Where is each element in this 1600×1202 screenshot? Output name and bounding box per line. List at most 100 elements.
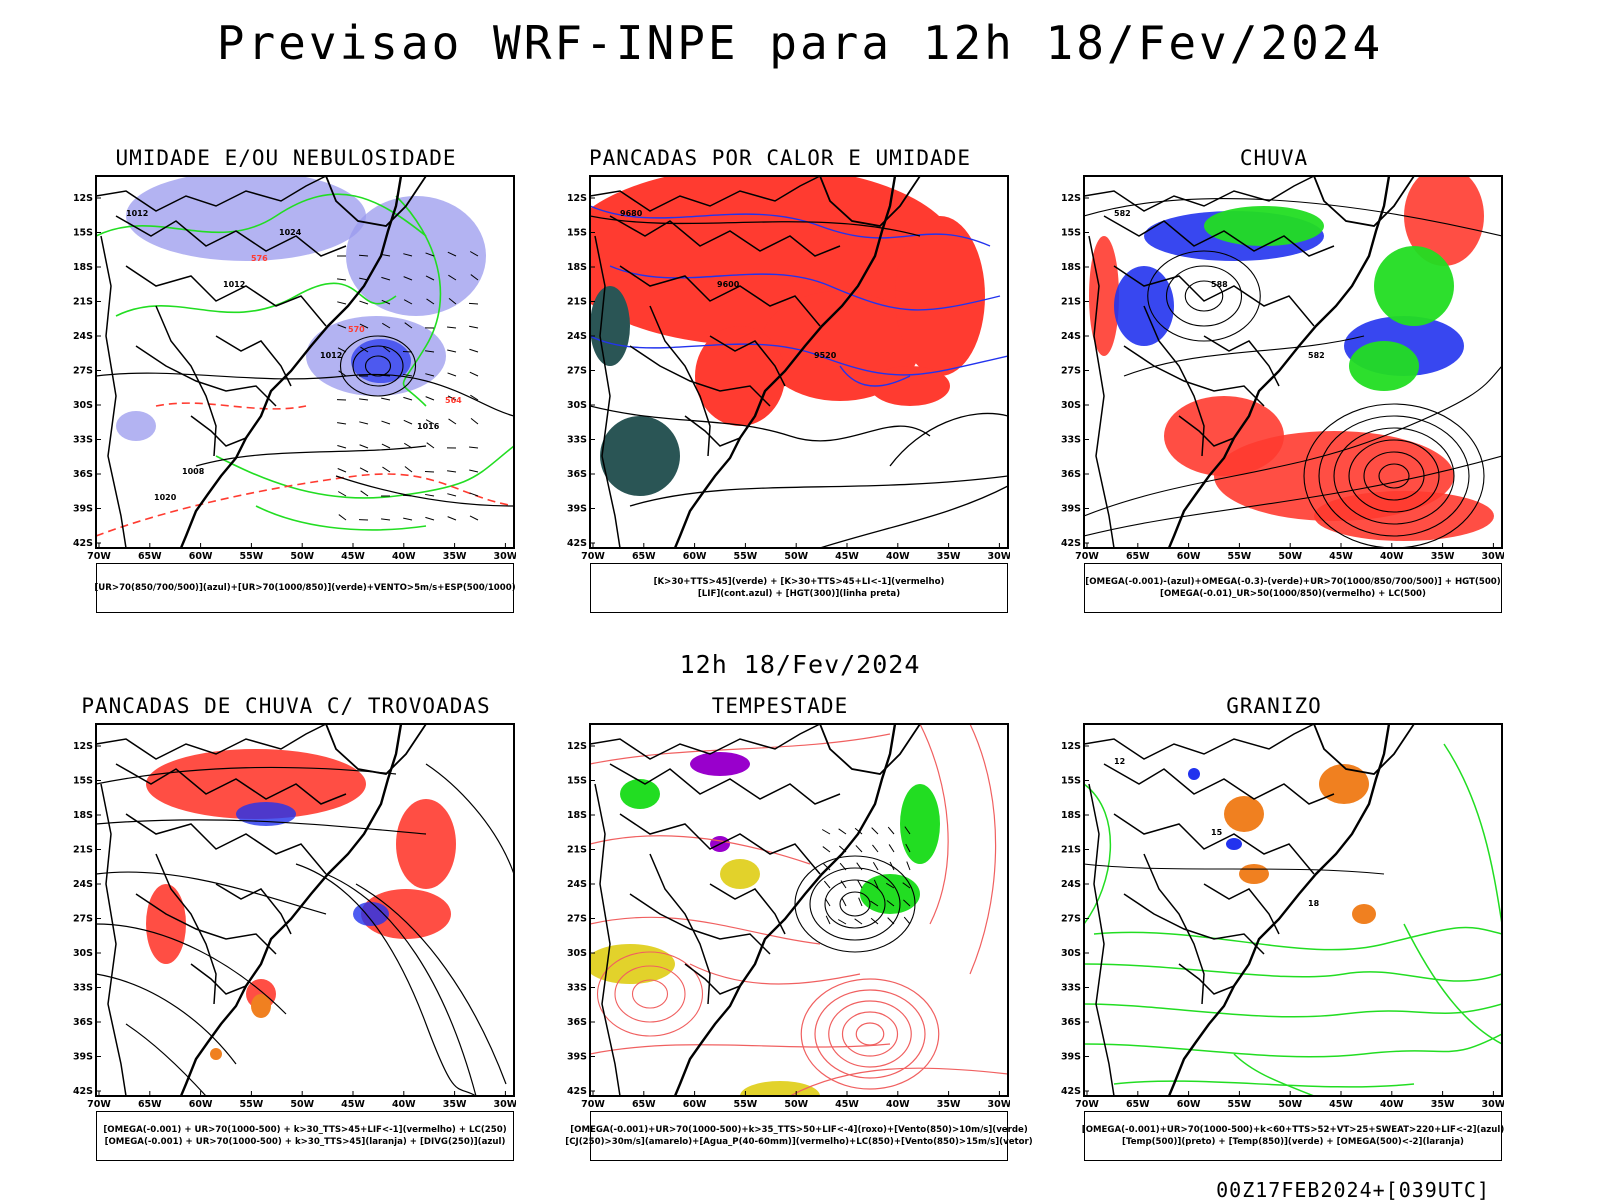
field-patch bbox=[1089, 236, 1119, 356]
contour-label: 570 bbox=[348, 325, 365, 334]
lat-tick-label: 24S bbox=[567, 879, 587, 890]
legend-line: [OMEGA(-0.001)+UR>70(1000-500)+k>35_TTS>… bbox=[570, 1124, 1028, 1136]
lat-tick-label: 42S bbox=[567, 538, 587, 549]
lat-tick-label: 12S bbox=[1061, 193, 1081, 204]
lon-tick-label: 55W bbox=[240, 551, 264, 562]
wind-vector bbox=[337, 302, 346, 304]
legend-line: [OMEGA(-0.01)_UR>50(1000/850)(vermelho) … bbox=[1160, 588, 1426, 600]
contour-label: 564 bbox=[445, 396, 462, 405]
legend-box: [OMEGA(-0.001)+UR>70(1000-500)+k>35_TTS>… bbox=[590, 1111, 1008, 1161]
wind-vector bbox=[338, 492, 346, 497]
contour-line bbox=[1084, 1004, 1502, 1017]
field-patch bbox=[1226, 838, 1242, 850]
lat-tick-label: 42S bbox=[1061, 538, 1081, 549]
legend-box: [OMEGA(-0.001) + UR>70(1000-500) + k>30_… bbox=[96, 1111, 514, 1161]
lon-tick-label: 50W bbox=[1278, 551, 1302, 562]
legend-line: [OMEGA(-0.001)+UR>70(1000-500)+k<60+TTS>… bbox=[1082, 1124, 1504, 1136]
contour-label: 1008 bbox=[182, 467, 205, 476]
lon-tick-label: 60W bbox=[683, 1099, 707, 1110]
wind-vector bbox=[338, 468, 346, 472]
lon-tick-label: 40W bbox=[392, 551, 416, 562]
contour-ring bbox=[1167, 266, 1242, 326]
lon-tick-label: 30W bbox=[988, 1099, 1010, 1110]
contour-label: 9680 bbox=[620, 209, 643, 218]
state-border bbox=[710, 884, 785, 934]
contour-ring bbox=[843, 1012, 898, 1056]
coastline bbox=[675, 724, 895, 1096]
wind-vector bbox=[822, 830, 830, 835]
lat-tick-label: 30S bbox=[73, 400, 93, 411]
lat-tick-label: 27S bbox=[567, 366, 587, 377]
forecast-map: 12151812S15S18S21S24S27S30S33S36S39S42S7… bbox=[1044, 722, 1504, 1112]
lat-tick-label: 18S bbox=[73, 262, 93, 273]
legend-line: [UR>70(850/700/500)](azul)+[UR>70(1000/8… bbox=[94, 582, 515, 594]
lon-tick-label: 50W bbox=[290, 1099, 314, 1110]
contour-ring bbox=[856, 1023, 884, 1045]
field-patch bbox=[900, 784, 940, 864]
wind-vector bbox=[907, 862, 910, 870]
lon-tick-label: 35W bbox=[1431, 551, 1455, 562]
wind-vector bbox=[360, 445, 368, 448]
lon-tick-label: 50W bbox=[784, 551, 808, 562]
wind-vector bbox=[425, 494, 434, 496]
state-border bbox=[1114, 814, 1314, 874]
lon-tick-label: 65W bbox=[138, 551, 162, 562]
coastline bbox=[1314, 176, 1414, 226]
lon-tick-label: 30W bbox=[1482, 551, 1504, 562]
wind-vector bbox=[359, 422, 368, 424]
contour-line bbox=[820, 486, 1008, 548]
contour-line bbox=[890, 413, 1008, 466]
field-patch bbox=[210, 1048, 222, 1060]
lat-tick-label: 42S bbox=[73, 538, 93, 549]
lat-tick-label: 12S bbox=[1061, 741, 1081, 752]
legend-line: [OMEGA(-0.001) + UR>70(1000-500) + k>30_… bbox=[103, 1124, 506, 1136]
field-patch bbox=[590, 286, 630, 366]
wind-vector bbox=[339, 515, 346, 520]
lat-tick-label: 21S bbox=[73, 845, 93, 856]
wind-vector bbox=[382, 467, 390, 472]
lat-tick-label: 21S bbox=[1061, 845, 1081, 856]
lat-tick-label: 39S bbox=[1061, 504, 1081, 515]
wind-vector bbox=[403, 397, 412, 400]
contour-line bbox=[216, 446, 514, 498]
field-patch bbox=[620, 779, 660, 809]
wind-vector bbox=[889, 844, 894, 852]
lat-tick-label: 15S bbox=[567, 776, 587, 787]
forecast-map: 101210121012101610205765705641008102412S… bbox=[56, 174, 516, 564]
lon-tick-label: 60W bbox=[683, 551, 707, 562]
wind-vector bbox=[359, 399, 368, 400]
wind-vector bbox=[469, 447, 478, 448]
wind-vector bbox=[360, 468, 368, 472]
wind-vector bbox=[447, 327, 456, 328]
wind-vector bbox=[359, 301, 368, 304]
wind-vector bbox=[469, 326, 478, 328]
wind-vector bbox=[873, 862, 878, 870]
lat-tick-label: 15S bbox=[73, 228, 93, 239]
contour-label: 576 bbox=[251, 254, 268, 263]
panel-title: PANCADAS DE CHUVA C/ TROVOADAS bbox=[56, 694, 516, 718]
lon-tick-label: 45W bbox=[1329, 551, 1353, 562]
lat-tick-label: 39S bbox=[73, 504, 93, 515]
forecast-map: 96809600952012S15S18S21S24S27S30S33S36S3… bbox=[550, 174, 1010, 564]
wind-vector bbox=[888, 827, 894, 834]
contour-label: 582 bbox=[1114, 209, 1131, 218]
contour-line bbox=[1084, 864, 1384, 874]
contour-label: 12 bbox=[1114, 757, 1125, 766]
lat-tick-label: 33S bbox=[1061, 435, 1081, 446]
lat-tick-label: 12S bbox=[73, 193, 93, 204]
legend-line: [Temp(500)](preto) + [Temp(850)](verde) … bbox=[1122, 1136, 1464, 1148]
contour-line bbox=[96, 474, 514, 536]
lat-tick-label: 27S bbox=[1061, 366, 1081, 377]
lon-tick-label: 40W bbox=[392, 1099, 416, 1110]
state-border bbox=[1084, 176, 1314, 211]
lat-tick-label: 27S bbox=[567, 914, 587, 925]
wind-vector bbox=[471, 418, 478, 424]
contour-line bbox=[690, 964, 860, 984]
field-patch bbox=[1204, 206, 1324, 246]
wind-vector bbox=[449, 419, 456, 424]
